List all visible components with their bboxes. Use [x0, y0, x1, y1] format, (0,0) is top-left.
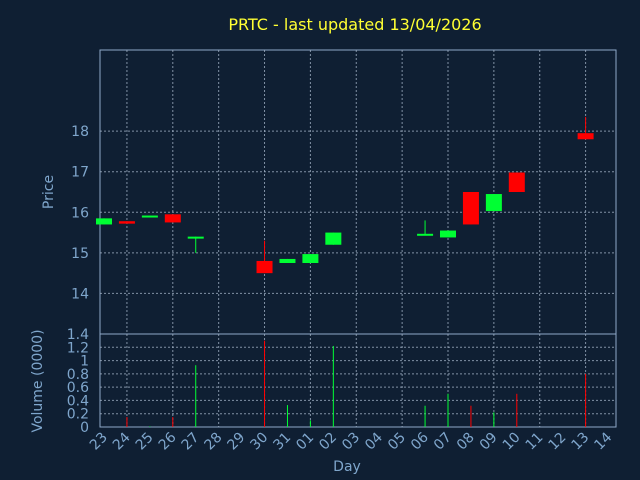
- candle-body: [508, 172, 525, 192]
- volume-y-ticks: 00.20.40.60.811.21.4: [67, 327, 89, 436]
- candle-26: [164, 214, 181, 223]
- candle-10: [508, 172, 525, 192]
- candle-08: [462, 192, 479, 225]
- candle-01: [302, 254, 319, 263]
- x-tick-label: 05: [385, 430, 409, 454]
- candle-27: [187, 236, 204, 253]
- volume-panel: 00.20.40.60.811.21.4 Volume (0000): [30, 327, 617, 436]
- x-tick-label: 03: [339, 430, 363, 454]
- x-tick-label: 11: [523, 430, 547, 454]
- candle-body: [485, 194, 502, 212]
- x-tick-label: 04: [362, 429, 386, 453]
- x-tick-label: 26: [156, 429, 180, 453]
- x-tick-label: 08: [454, 430, 478, 454]
- candle-body: [577, 133, 594, 140]
- volume-axis-label: Volume (0000): [30, 329, 46, 432]
- candle-07: [440, 230, 456, 238]
- price-y-tick-label: 17: [71, 165, 89, 181]
- price-y-ticks: 14 15 16 17 18: [71, 124, 89, 302]
- price-panel-frame: [99, 49, 617, 335]
- volume-y-tick-label: 0: [80, 420, 89, 436]
- x-ticks: 23 24 25 26 27 28 29 30 31 01 02 03 04 05 06 07 08 09 10 11…: [87, 429, 616, 453]
- candle-body: [96, 218, 112, 225]
- candle-body: [417, 233, 434, 236]
- candle-30: [256, 240, 273, 274]
- candle-body: [302, 254, 319, 263]
- x-tick-label: 07: [431, 430, 455, 454]
- candle-24: [118, 221, 135, 224]
- volume-y-tick-label: 0.8: [67, 367, 89, 383]
- x-tick-label: 24: [110, 429, 134, 453]
- candle-body: [462, 192, 479, 225]
- x-axis-label: Day: [333, 459, 361, 475]
- x-tick-label: 13: [569, 430, 593, 454]
- volume-y-tick-label: 1.2: [67, 340, 89, 356]
- volume-grid: [100, 334, 616, 427]
- x-tick-label: 29: [225, 430, 249, 454]
- price-y-tick-label: 15: [71, 246, 89, 262]
- price-axis-label: Price: [41, 175, 57, 209]
- volume-panel-frame: [99, 333, 617, 428]
- x-tick-label: 28: [202, 430, 226, 454]
- x-tick-label: 23: [87, 430, 111, 454]
- x-tick-label: 25: [133, 430, 157, 454]
- candle-body: [187, 236, 204, 239]
- candle-body: [256, 260, 273, 274]
- volume-y-tick-label: 1: [80, 354, 89, 370]
- x-tick-label: 14: [591, 429, 615, 453]
- candle-06: [417, 220, 434, 236]
- candle-09: [485, 194, 502, 212]
- x-tick-label: 10: [500, 430, 524, 454]
- candles: [96, 116, 594, 274]
- x-tick-label: 27: [179, 430, 203, 454]
- price-panel: 14 15 16 17 18 Price: [41, 49, 617, 335]
- x-tick-label: 01: [293, 430, 317, 454]
- x-tick-label: 31: [270, 430, 294, 454]
- price-y-tick-label: 16: [71, 205, 89, 221]
- candle-13: [577, 116, 594, 140]
- x-tick-label: 09: [477, 430, 501, 454]
- candle-body: [141, 215, 158, 218]
- candle-body: [325, 232, 342, 245]
- candle-23: [96, 218, 112, 225]
- x-tick-label: 12: [546, 430, 570, 454]
- volume-y-tick-label: 0.4: [67, 393, 89, 409]
- candle-body: [279, 258, 296, 263]
- candle-02: [325, 232, 342, 245]
- price-grid: [100, 50, 616, 334]
- volume-bars: [126, 340, 587, 427]
- x-tick-label: 02: [316, 430, 340, 454]
- candle-body: [118, 221, 135, 224]
- x-tick-label: 30: [247, 430, 271, 454]
- volume-y-tick-label: 1.4: [67, 327, 89, 343]
- chart-title: PRTC - last updated 13/04/2026: [228, 15, 481, 34]
- candle-31: [279, 258, 296, 263]
- x-tick-label: 06: [408, 429, 432, 453]
- price-y-tick-label: 14: [71, 286, 89, 302]
- volume-y-tick-label: 0.6: [67, 380, 89, 396]
- candle-25: [141, 215, 158, 218]
- candle-body: [164, 214, 181, 223]
- candle-body: [440, 230, 456, 238]
- volume-y-tick-label: 0.2: [67, 407, 89, 423]
- price-y-tick-label: 18: [71, 124, 89, 140]
